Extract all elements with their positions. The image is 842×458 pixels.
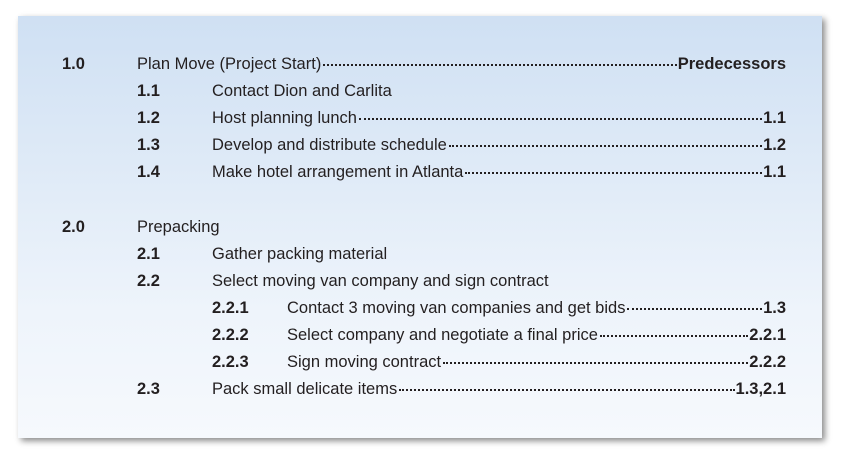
item-number: 2.2.2	[212, 326, 249, 344]
wbs-row: 2.0 Prepacking	[62, 218, 786, 240]
dot-leader	[599, 335, 749, 337]
item-label: Pack small delicate items	[212, 380, 398, 398]
predecessor: 1.2	[763, 136, 786, 154]
wbs-row: 1.1 Contact Dion and Carlita	[137, 82, 786, 104]
item-number: 2.0	[62, 218, 85, 236]
panel	[18, 16, 822, 438]
wbs-row: 2.2.3 Sign moving contract 2.2.2	[212, 353, 786, 375]
dot-leader	[358, 118, 763, 120]
item-label: Contact Dion and Carlita	[212, 82, 392, 100]
wbs-row: 1.0 Plan Move (Project Start) Predecessors	[62, 55, 786, 77]
dot-leader	[399, 389, 735, 391]
dot-leader	[465, 172, 763, 174]
item-number: 1.1	[137, 82, 160, 100]
wbs-row: 2.3 Pack small delicate items 1.3,2.1	[137, 380, 786, 402]
wbs-row: 2.2.2 Select company and negotiate a fina…	[212, 326, 786, 348]
predecessor: 1.3,2.1	[735, 380, 786, 398]
item-label: Make hotel arrangement in Atlanta	[212, 163, 464, 181]
item-number: 2.1	[137, 245, 160, 263]
item-label: Develop and distribute schedule	[212, 136, 447, 154]
predecessor: 1.1	[763, 163, 786, 181]
item-label: Contact 3 moving van companies and get b…	[287, 299, 626, 317]
dot-leader	[323, 64, 677, 66]
item-label: Gather packing material	[212, 245, 388, 263]
dot-leader	[443, 362, 749, 364]
wbs-row: 1.4 Make hotel arrangement in Atlanta 1.1	[137, 163, 786, 185]
item-label: Select company and negotiate a final pri…	[287, 326, 598, 344]
dot-leader	[448, 145, 763, 147]
wbs-row: 1.3 Develop and distribute schedule 1.2	[137, 136, 786, 158]
dot-leader	[627, 308, 763, 310]
item-number: 2.3	[137, 380, 160, 398]
item-number: 1.2	[137, 109, 160, 127]
item-number: 1.3	[137, 136, 160, 154]
wbs-row: 2.2.1 Contact 3 moving van companies and …	[212, 299, 786, 321]
item-label: Select moving van company and sign contr…	[212, 272, 549, 290]
item-label: Sign moving contract	[287, 353, 442, 371]
wbs-row: 2.2 Select moving van company and sign co…	[137, 272, 786, 294]
predecessor: 2.2.1	[749, 326, 786, 344]
predecessor: 1.3	[763, 299, 786, 317]
predecessor: 1.1	[763, 109, 786, 127]
item-label: Prepacking	[137, 218, 220, 236]
item-label: Plan Move (Project Start)	[137, 55, 322, 73]
item-number: 2.2.1	[212, 299, 249, 317]
item-number: 2.2.3	[212, 353, 249, 371]
item-label: Host planning lunch	[212, 109, 357, 127]
wbs-row: 2.1 Gather packing material	[137, 245, 786, 267]
item-number: 2.2	[137, 272, 160, 290]
item-number: 1.4	[137, 163, 160, 181]
predecessors-heading: Predecessors	[677, 55, 786, 73]
wbs-row: 1.2 Host planning lunch 1.1	[137, 109, 786, 131]
predecessor: 2.2.2	[749, 353, 786, 371]
item-number: 1.0	[62, 55, 85, 73]
